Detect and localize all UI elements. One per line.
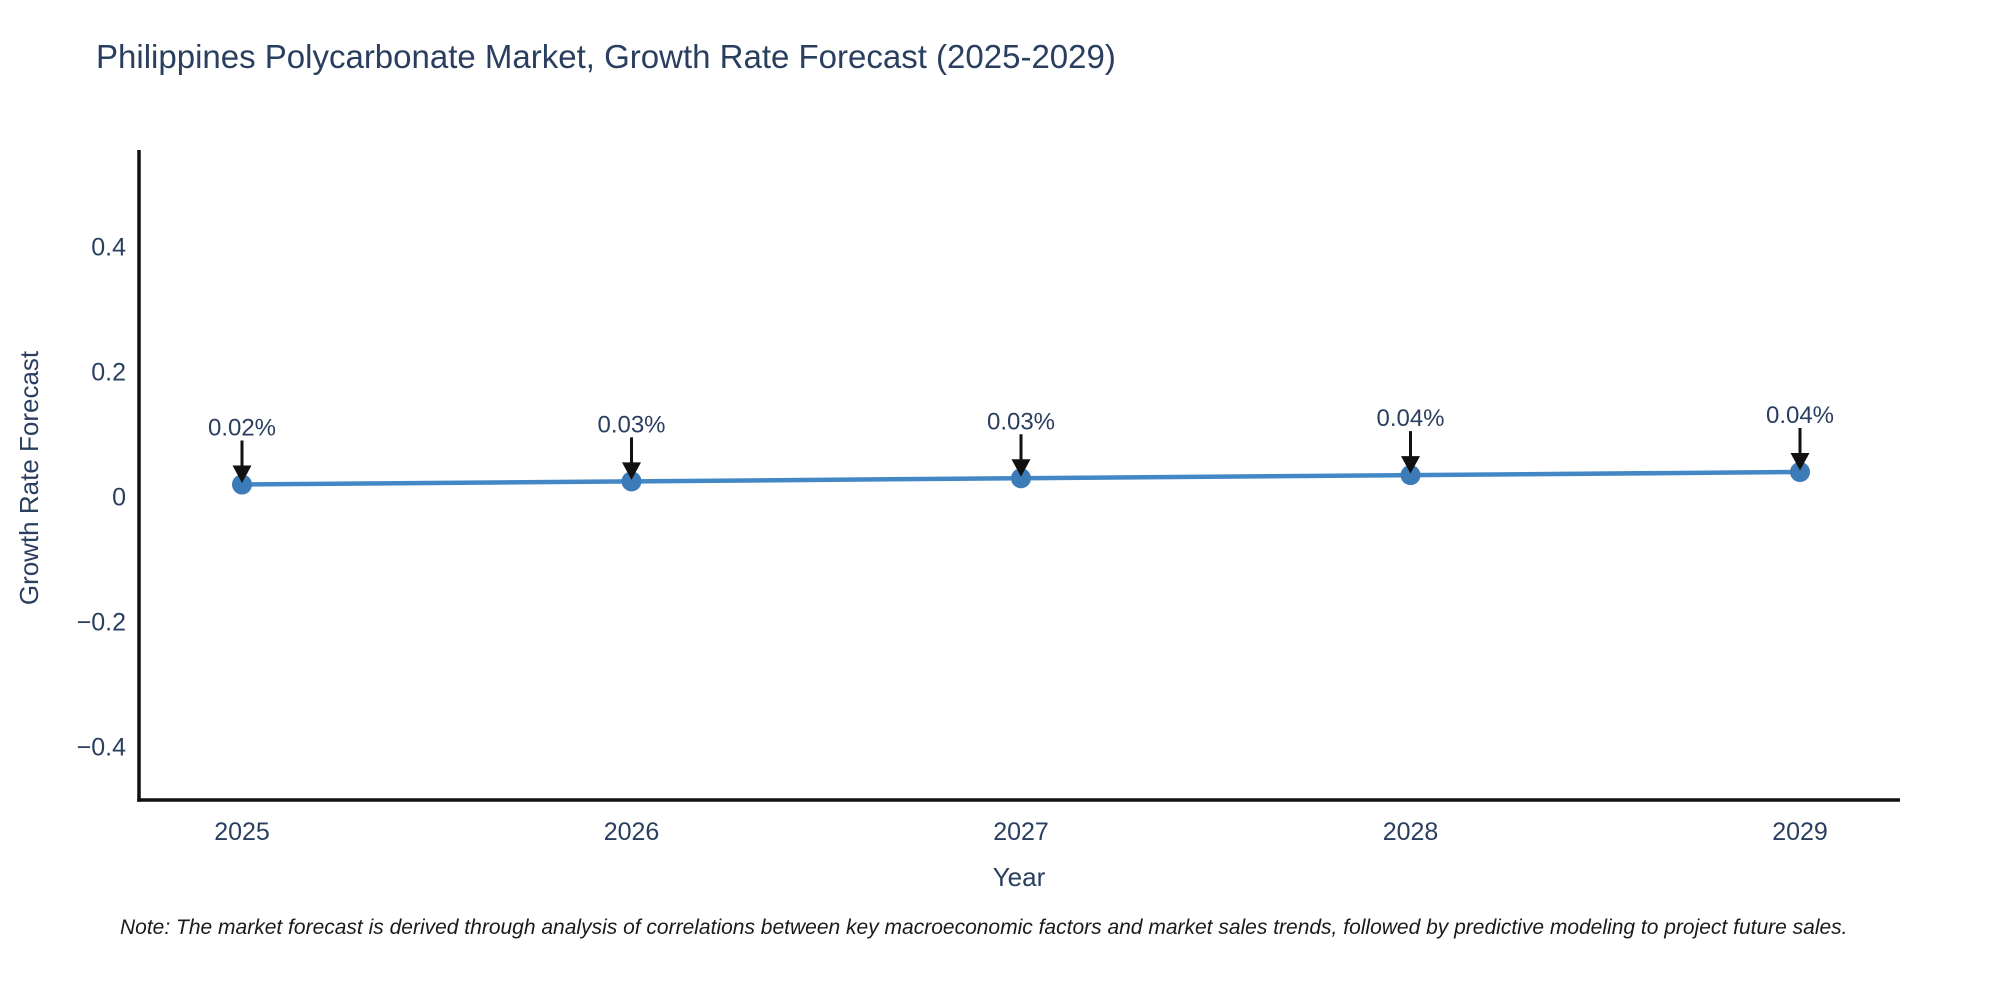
x-tick-label: 2028	[1383, 818, 1439, 846]
annotation-arrowhead	[622, 462, 641, 480]
chart-title: Philippines Polycarbonate Market, Growth…	[96, 38, 1116, 75]
y-tick-label: 0	[112, 484, 126, 512]
annotation-arrowhead	[232, 465, 252, 483]
y-tick-label: −0.2	[77, 609, 126, 637]
data-point-marker	[621, 471, 642, 492]
y-tick-label: 0.4	[91, 234, 126, 262]
data-point-marker	[232, 474, 252, 495]
y-axis-title: Growth Rate Forecast	[14, 350, 44, 605]
y-tick-label: 0.2	[91, 359, 126, 387]
x-tick-label: 2029	[1772, 818, 1828, 846]
data-point-marker	[1400, 465, 1421, 486]
point-annotation: 0.03%	[987, 408, 1055, 435]
plot-area: 0.4 0.2 0 −0.2 −0.4 2025 2026 2027 2028 2029 0.02%…	[77, 150, 1900, 846]
x-tick-label: 2027	[993, 818, 1049, 846]
annotation-arrowhead	[1011, 459, 1031, 477]
x-tick-label: 2026	[604, 818, 660, 846]
data-point-marker	[1790, 462, 1810, 482]
footnote: Note: The market forecast is derived thr…	[120, 916, 1848, 939]
point-annotation: 0.04%	[1376, 405, 1444, 432]
annotation-arrowhead	[1790, 453, 1810, 471]
x-axis-title: Year	[993, 862, 1046, 892]
annotation-arrowhead	[1401, 456, 1420, 474]
data-point-marker	[1011, 468, 1031, 489]
point-annotation: 0.04%	[1766, 402, 1834, 429]
x-tick-label: 2025	[214, 818, 270, 846]
y-tick-label: −0.4	[77, 734, 126, 762]
point-annotation: 0.02%	[208, 415, 276, 442]
point-annotation: 0.03%	[597, 411, 665, 438]
